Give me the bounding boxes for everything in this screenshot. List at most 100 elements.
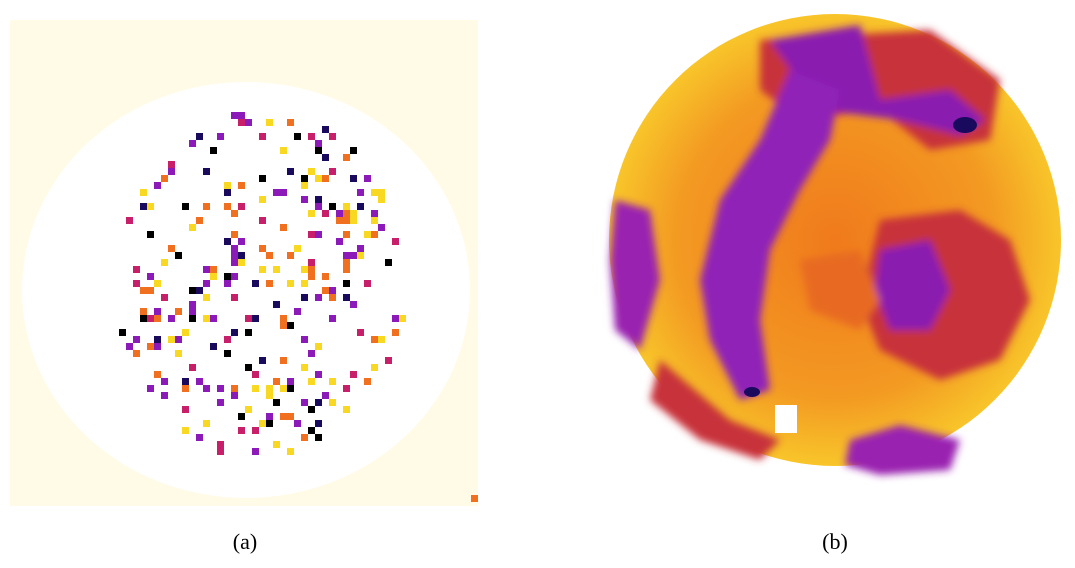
pixel — [231, 252, 238, 259]
pixel — [329, 133, 336, 140]
pixel — [301, 280, 308, 287]
pixel — [147, 385, 154, 392]
pixel — [308, 350, 315, 357]
pixel — [154, 308, 161, 315]
pixel — [182, 378, 189, 385]
pixel — [154, 371, 161, 378]
pixel — [315, 175, 322, 182]
pixel — [343, 266, 350, 273]
pixel — [294, 245, 301, 252]
heat-regions — [610, 25, 1030, 475]
pixel — [308, 133, 315, 140]
pixel — [378, 224, 385, 231]
pixel — [329, 399, 336, 406]
pixel — [322, 154, 329, 161]
pixel — [287, 119, 294, 126]
region — [775, 405, 797, 433]
pixel — [315, 147, 322, 154]
pixel — [126, 343, 133, 350]
pixel — [266, 252, 273, 259]
pixel — [238, 259, 245, 266]
pixel — [343, 385, 350, 392]
pixel — [301, 336, 308, 343]
pixel — [210, 147, 217, 154]
pixel — [343, 217, 350, 224]
pixel — [196, 133, 203, 140]
pixel — [315, 434, 322, 441]
pixel — [322, 273, 329, 280]
panel-disk — [22, 82, 470, 498]
pixel — [224, 350, 231, 357]
pixel — [161, 259, 168, 266]
pixel — [203, 385, 210, 392]
pixel — [210, 266, 217, 273]
pixel — [364, 175, 371, 182]
pixel — [168, 168, 175, 175]
pixel — [168, 336, 175, 343]
pixel — [308, 168, 315, 175]
pixel — [147, 287, 154, 294]
pixel — [203, 168, 210, 175]
pixel — [350, 252, 357, 259]
pixel — [231, 259, 238, 266]
pixel — [210, 273, 217, 280]
pixel — [301, 364, 308, 371]
pixel — [343, 406, 350, 413]
region — [800, 250, 880, 330]
pixel — [168, 161, 175, 168]
pixel — [266, 119, 273, 126]
pixel — [273, 399, 280, 406]
pixel — [189, 301, 196, 308]
pixel — [210, 343, 217, 350]
pixel — [287, 280, 294, 287]
pixel — [343, 252, 350, 259]
pixel — [287, 322, 294, 329]
pixel — [273, 189, 280, 196]
pixel — [308, 427, 315, 434]
pixel — [224, 280, 231, 287]
pixel — [287, 413, 294, 420]
pixel — [259, 266, 266, 273]
pixel — [245, 329, 252, 336]
pixel — [315, 420, 322, 427]
pixel — [147, 343, 154, 350]
pixel — [322, 175, 329, 182]
pixel — [392, 329, 399, 336]
pixel — [133, 336, 140, 343]
pixel — [357, 245, 364, 252]
pixel — [378, 196, 385, 203]
pixel — [252, 371, 259, 378]
pixel — [224, 189, 231, 196]
region — [875, 240, 950, 330]
pixel — [168, 315, 175, 322]
pixel — [231, 245, 238, 252]
region — [953, 117, 977, 133]
pixel-group — [119, 112, 406, 455]
pixel — [161, 294, 168, 301]
pixel — [371, 217, 378, 224]
pixel — [154, 343, 161, 350]
pixel — [238, 182, 245, 189]
pixel — [280, 322, 287, 329]
pixel — [147, 231, 154, 238]
pixel — [203, 203, 210, 210]
panel-a — [10, 20, 478, 506]
pixel — [280, 413, 287, 420]
pixel — [357, 203, 364, 210]
pixel — [322, 392, 329, 399]
pixel — [224, 273, 231, 280]
pixel — [350, 175, 357, 182]
pixel — [231, 329, 238, 336]
pixel — [203, 420, 210, 427]
pixel — [266, 420, 273, 427]
pixel — [371, 210, 378, 217]
pixel — [231, 273, 238, 280]
pixel — [392, 315, 399, 322]
pixel — [287, 448, 294, 455]
pixel — [175, 252, 182, 259]
pixel — [315, 399, 322, 406]
pixel — [133, 350, 140, 357]
pixel — [140, 287, 147, 294]
pixel — [392, 238, 399, 245]
